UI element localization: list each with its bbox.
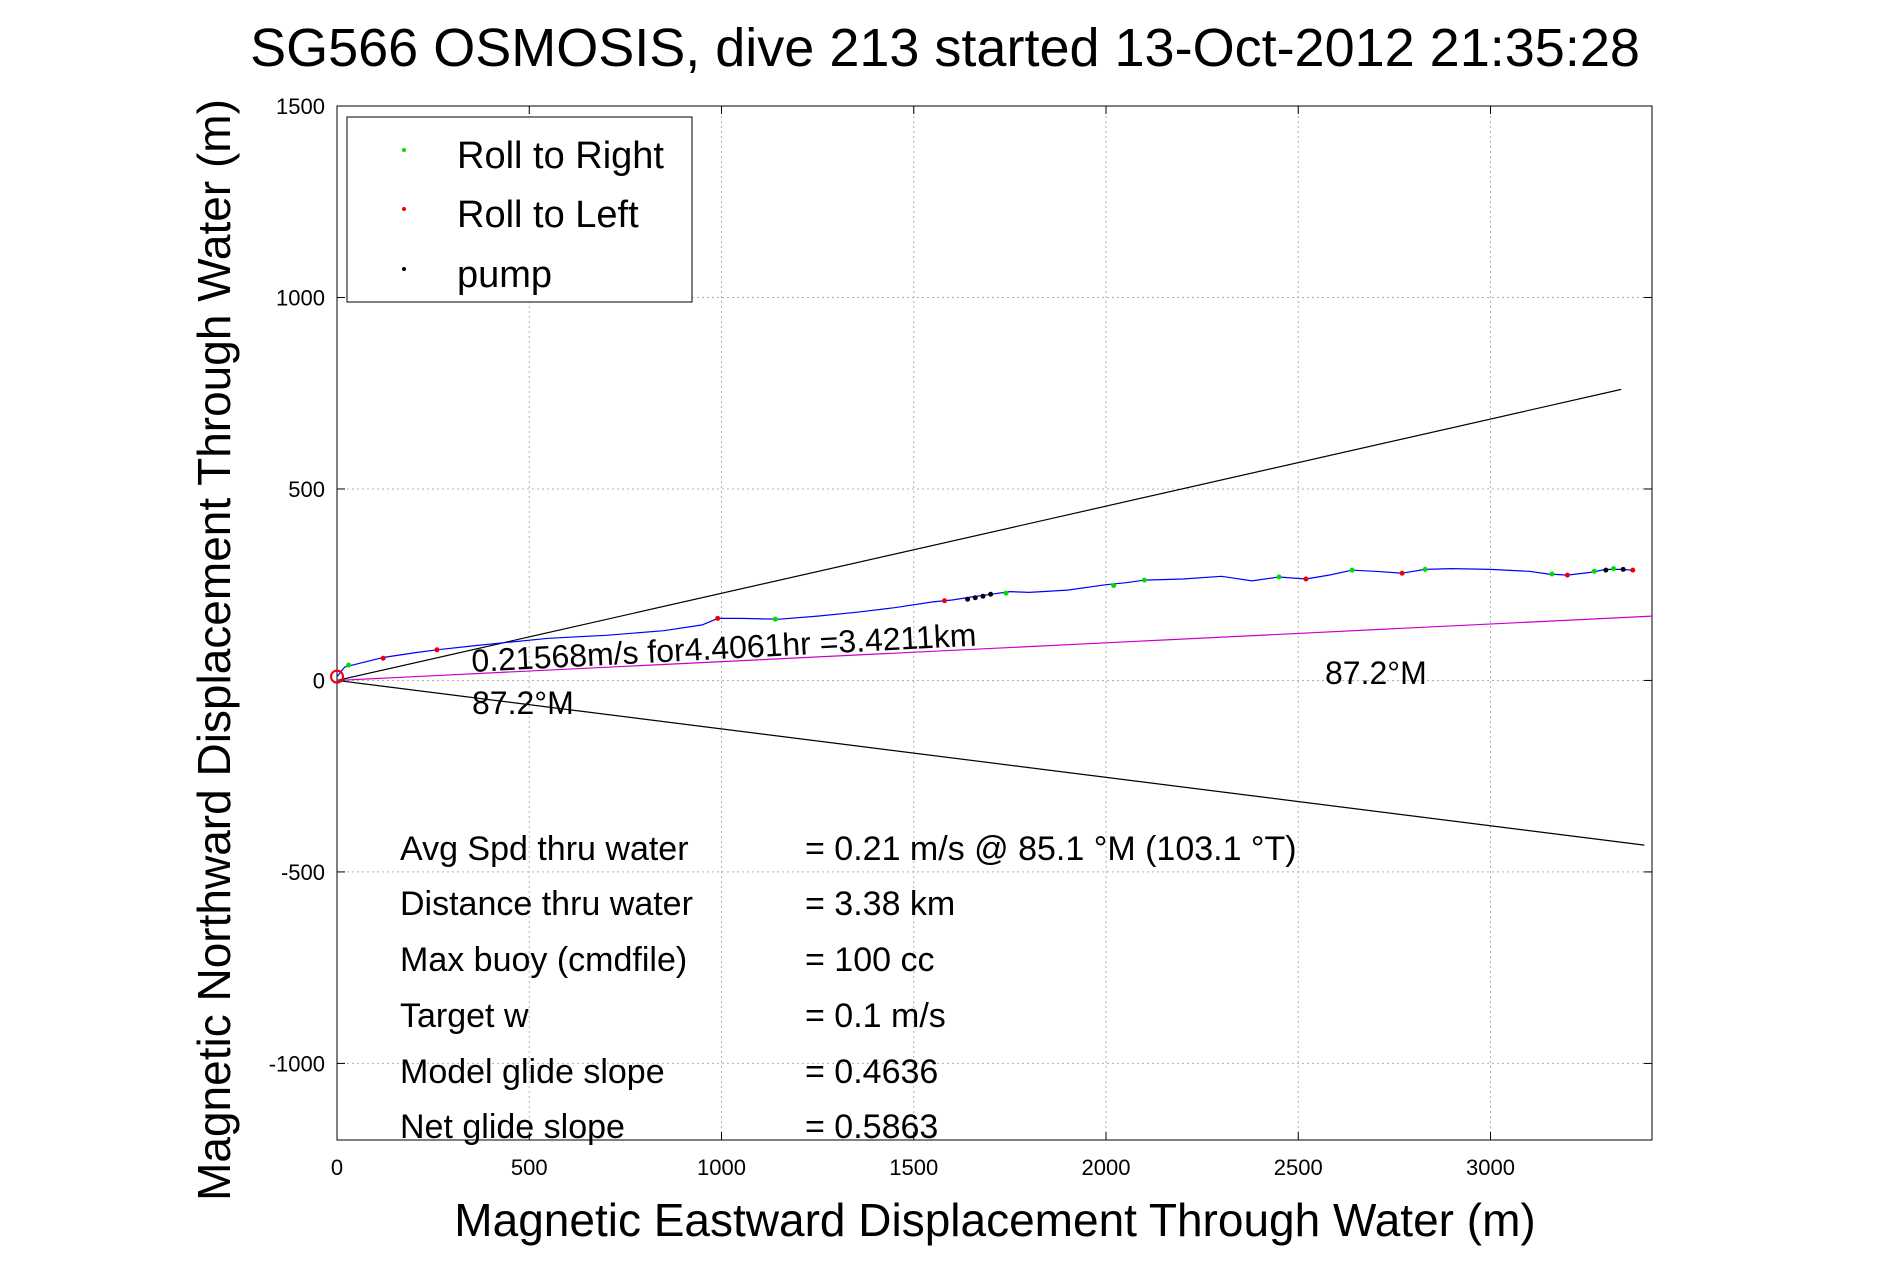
stat-label-max-buoy: Max buoy (cmdfile)	[400, 941, 687, 979]
marker-pump	[988, 591, 994, 597]
reference-line-lower-bound	[336, 679, 1645, 846]
marker-roll-right	[1422, 566, 1428, 572]
reference-lines	[336, 388, 1653, 846]
marker-roll-right	[1276, 574, 1282, 580]
plot-area-frame	[336, 105, 1653, 1141]
track-start-marker	[330, 669, 344, 684]
stat-value-model-glide: = 0.4636	[805, 1053, 938, 1091]
y-tick-label: 0	[313, 668, 325, 693]
stat-label-net-glide: Net glide slope	[400, 1108, 625, 1146]
marker-pump	[1603, 567, 1609, 573]
stat-label-target-w: Target w	[400, 997, 529, 1035]
marker-layer	[346, 566, 1636, 668]
tick-labels: 0 500 1000 1500 2000 2500 3000 -1000 -500 0 500 100…	[269, 94, 1515, 1180]
heading-annotation-right: 87.2°M	[1325, 655, 1427, 691]
x-tick-label: 2500	[1274, 1155, 1323, 1180]
x-tick-label: 1000	[697, 1155, 746, 1180]
marker-roll-left	[1399, 570, 1405, 576]
x-axis-label: Magnetic Eastward Displacement Through W…	[454, 1194, 1535, 1246]
marker-roll-left	[942, 598, 948, 604]
legend-label-roll-right: Roll to Right	[457, 135, 664, 177]
stat-value-max-buoy: = 100 cc	[805, 941, 934, 979]
stat-value-avg-speed: = 0.21 m/s @ 85.1 °M (103.1 °T)	[805, 830, 1297, 868]
y-axis-label: Magnetic Northward Displacement Through …	[188, 99, 240, 1201]
stat-label-avg-speed: Avg Spd thru water	[400, 830, 689, 868]
y-tick-label: 1500	[276, 94, 325, 119]
track-line	[336, 567, 1633, 677]
marker-roll-right	[1111, 582, 1117, 588]
marker-roll-left	[715, 615, 721, 621]
marker-pump	[972, 595, 978, 601]
legend-marker-roll-right	[402, 148, 406, 152]
stat-value-distance: = 3.38 km	[805, 885, 955, 923]
marker-pump	[965, 596, 971, 602]
marker-roll-right	[1003, 590, 1009, 596]
marker-roll-left	[1564, 572, 1570, 578]
stats-block: Avg Spd thru water = 0.21 m/s @ 85.1 °M …	[400, 830, 1297, 1146]
x-tick-label: 1500	[889, 1155, 938, 1180]
marker-roll-left	[380, 655, 386, 661]
marker-roll-right	[346, 662, 352, 668]
legend-marker-pump	[402, 267, 406, 271]
marker-roll-right	[1349, 567, 1355, 573]
x-tick-label: 3000	[1466, 1155, 1515, 1180]
legend-label-pump: pump	[457, 254, 552, 296]
marker-roll-left	[1303, 576, 1309, 582]
reference-line-upper-bound	[336, 388, 1622, 682]
legend-marker-roll-left	[402, 207, 406, 211]
marker-roll-left	[434, 647, 440, 653]
marker-roll-right	[1591, 568, 1597, 574]
stat-value-target-w: = 0.1 m/s	[805, 997, 946, 1035]
legend-label-roll-left: Roll to Left	[457, 194, 639, 236]
marker-roll-right	[1549, 571, 1555, 577]
x-tick-label: 2000	[1082, 1155, 1131, 1180]
chart-title: SG566 OSMOSIS, dive 213 started 13-Oct-2…	[250, 18, 1640, 78]
heading-annotation-left: 87.2°M	[472, 685, 574, 721]
legend: Roll to Right Roll to Left pump	[346, 116, 693, 303]
track-layer	[330, 567, 1633, 684]
marker-roll-right	[1141, 577, 1147, 583]
x-tick-label: 500	[511, 1155, 548, 1180]
marker-roll-left	[1630, 567, 1636, 573]
y-tick-label: -1000	[269, 1051, 325, 1076]
marker-pump	[980, 593, 986, 599]
marker-roll-right	[772, 616, 778, 622]
y-tick-label: 1000	[276, 285, 325, 310]
stat-value-net-glide: = 0.5863	[805, 1108, 938, 1146]
x-tick-label: 0	[331, 1155, 343, 1180]
marker-pump	[1620, 566, 1626, 572]
y-tick-label: 500	[288, 477, 325, 502]
stat-label-model-glide: Model glide slope	[400, 1053, 665, 1091]
y-tick-label: -500	[281, 860, 325, 885]
marker-roll-right	[1611, 566, 1617, 572]
stat-label-distance: Distance thru water	[400, 885, 693, 923]
reference-line-heading	[336, 615, 1653, 682]
